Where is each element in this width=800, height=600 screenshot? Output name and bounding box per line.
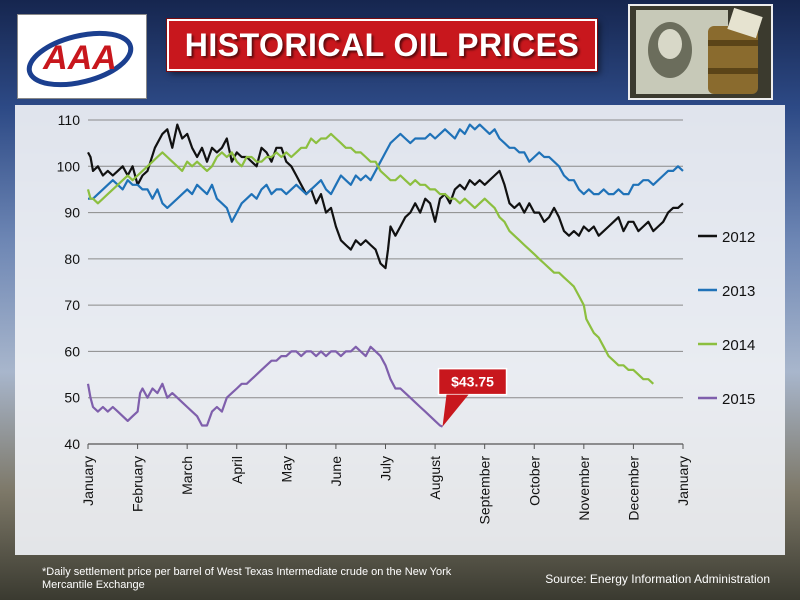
x-tick-label: November <box>576 456 592 521</box>
aaa-logo-icon: AAA <box>26 30 134 88</box>
y-tick-label: 40 <box>64 436 80 452</box>
y-tick-label: 80 <box>64 251 80 267</box>
legend-label-2014: 2014 <box>722 337 755 354</box>
x-tick-label: June <box>328 456 344 487</box>
x-tick-label: December <box>625 456 641 521</box>
logo-text: AAA <box>42 39 117 77</box>
x-tick-label: September <box>477 456 493 525</box>
title-banner: HISTORICAL OIL PRICES <box>167 19 597 71</box>
dollar-oil-barrel-icon <box>630 6 771 98</box>
y-tick-label: 100 <box>57 158 81 174</box>
callout-label: $43.75 <box>451 374 494 390</box>
source-note: Source: Energy Information Administratio… <box>545 572 770 586</box>
x-tick-label: March <box>179 456 195 495</box>
series-line-2014 <box>86 132 655 385</box>
footnote: *Daily settlement price per barrel of We… <box>42 566 452 591</box>
y-tick-label: 70 <box>64 297 80 313</box>
x-tick-label: February <box>130 456 146 512</box>
series-line-2015 <box>86 345 443 428</box>
y-tick-label: 110 <box>58 112 81 128</box>
legend-label-2012: 2012 <box>722 229 755 246</box>
x-tick-label: May <box>278 456 294 482</box>
page-title: HISTORICAL OIL PRICES <box>184 26 580 63</box>
y-tick-label: 50 <box>64 390 80 406</box>
series-line-2013 <box>88 123 684 223</box>
x-tick-label: July <box>378 456 394 481</box>
callout-pointer <box>442 394 469 427</box>
chart-panel: 40 50 60 70 80 90 100 110 January February March A… <box>15 105 785 555</box>
x-tick-label: August <box>427 456 443 500</box>
x-tick-label: October <box>526 456 542 506</box>
y-tick-label: 90 <box>64 205 80 221</box>
x-tick-label: January <box>675 456 691 506</box>
series-line-2012 <box>87 123 684 270</box>
money-oil-photo <box>628 4 773 100</box>
callout-box <box>437 367 508 396</box>
oil-price-chart: 40 50 60 70 80 90 100 110 January February March A… <box>57 112 756 525</box>
x-tick-label: April <box>229 456 245 484</box>
y-tick-label: 60 <box>64 343 80 359</box>
legend-label-2015: 2015 <box>722 391 755 408</box>
legend-label-2013: 2013 <box>722 283 755 300</box>
aaa-logo: AAA <box>17 14 147 99</box>
x-tick-label: January <box>80 456 96 506</box>
